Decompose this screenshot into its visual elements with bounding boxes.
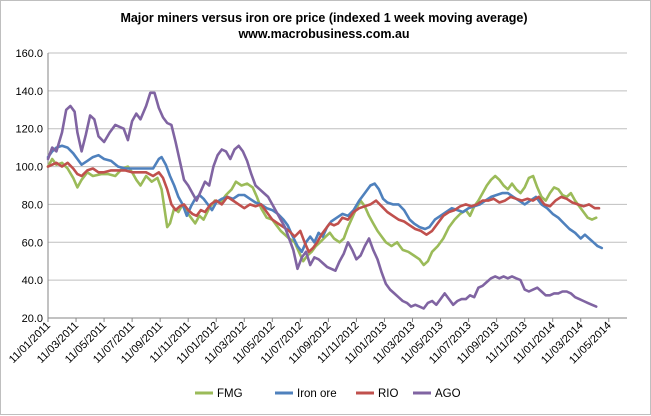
legend-label: AGO: [435, 388, 461, 400]
series-line-ago: [46, 91, 598, 310]
x-axis-tick-labels: 11/01/201111/03/201111/05/201111/07/2011…: [7, 320, 614, 367]
axes: [47, 53, 627, 322]
y-tick-label: 80.0: [22, 199, 43, 211]
legend: FMG Iron ore RIO AGO: [195, 388, 461, 400]
chart-title: Major miners versus iron ore price (inde…: [120, 11, 527, 25]
y-tick-label: 60.0: [22, 237, 43, 249]
y-tick-label: 100.0: [15, 162, 43, 174]
y-tick-label: 120.0: [15, 124, 43, 136]
y-tick-label: 20.0: [22, 313, 43, 325]
legend-label: Iron ore: [297, 388, 337, 400]
y-tick-label: 160.0: [15, 48, 43, 60]
y-tick-label: 40.0: [22, 275, 43, 287]
series-lines: [46, 91, 604, 310]
y-axis-tick-labels: 20.0 40.0 60.0 80.0 100.0 120.0 140.0 160.0: [15, 48, 43, 325]
y-tick-label: 140.0: [15, 86, 43, 98]
chart-subtitle: www.macrobusiness.com.au: [237, 27, 409, 41]
legend-label: FMG: [217, 388, 243, 400]
series-line-fmg: [46, 157, 598, 267]
series-line-rio: [46, 161, 601, 254]
legend-label: RIO: [378, 388, 399, 400]
gridlines: [48, 52, 627, 281]
